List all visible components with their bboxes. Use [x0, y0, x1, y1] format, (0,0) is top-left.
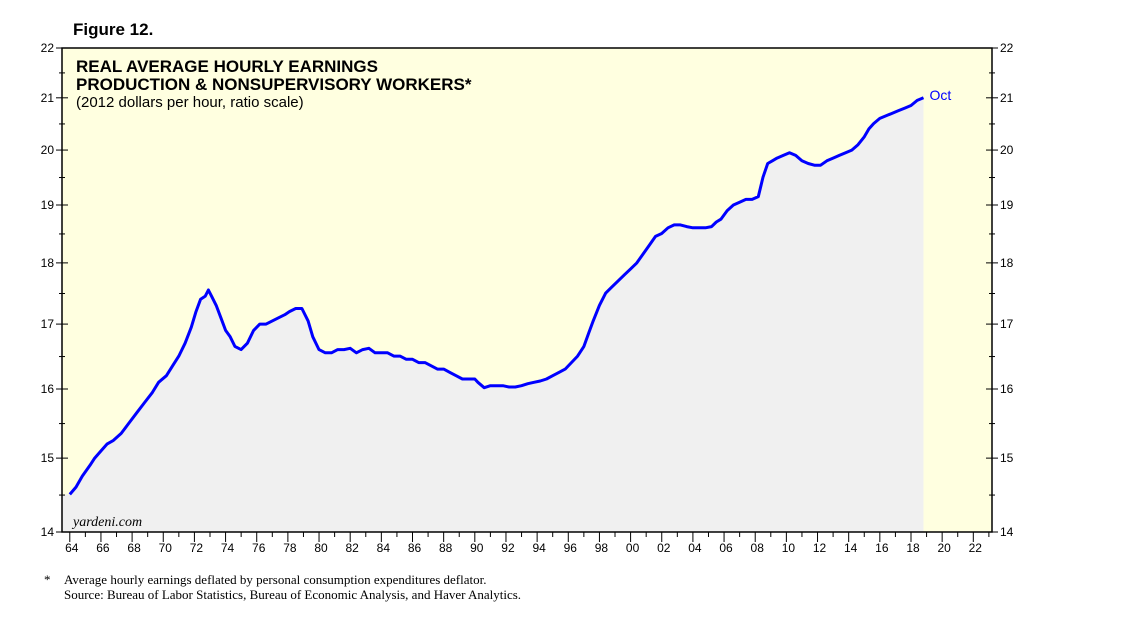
label-layer: REAL AVERAGE HOURLY EARNINGS PRODUCTION …: [71, 57, 951, 530]
y-tick-label-left: 19: [41, 198, 55, 212]
x-tick-label: 70: [159, 541, 173, 555]
y-tick-label-right: 18: [1000, 256, 1014, 270]
x-tick-label: 02: [657, 541, 671, 555]
series-line-layer: [68, 96, 925, 496]
footnote-source: Source: Bureau of Labor Statistics, Bure…: [64, 587, 522, 602]
series-end-label: Oct: [930, 87, 952, 103]
footnote-definition: Average hourly earnings deflated by pers…: [64, 572, 487, 587]
series-line: [68, 96, 925, 496]
x-tick-label: 76: [252, 541, 266, 555]
y-tick-label-left: 18: [41, 256, 55, 270]
x-tick-label: 10: [782, 541, 796, 555]
area-layer: [62, 48, 924, 532]
x-tick-label: 96: [564, 541, 578, 555]
x-tick-label: 64: [65, 541, 79, 555]
y-tick-label-left: 22: [41, 41, 55, 55]
x-tick-label: 84: [377, 541, 391, 555]
x-tick-label: 72: [190, 541, 204, 555]
x-tick-label: 04: [688, 541, 702, 555]
x-tick-label: 18: [906, 541, 920, 555]
x-tick-label: 20: [937, 541, 951, 555]
chart-title-line-2: PRODUCTION & NONSUPERVISORY WORKERS*: [76, 75, 472, 94]
plot-frame: [61, 47, 993, 533]
y-tick-label-right: 15: [1000, 451, 1014, 465]
x-tick-label: 78: [283, 541, 297, 555]
y-tick-label-right: 17: [1000, 317, 1014, 331]
y-tick-label-left: 16: [41, 382, 55, 396]
frame-layer: [61, 47, 993, 533]
x-tick-label: 90: [470, 541, 484, 555]
y-tick-label-left: 17: [41, 317, 55, 331]
y-tick-label-right: 21: [1000, 91, 1014, 105]
x-tick-label: 22: [969, 541, 983, 555]
above-line-fill: [62, 48, 924, 495]
x-tick-label: 86: [408, 541, 422, 555]
watermark: yardeni.com: [71, 515, 142, 530]
chart-subtitle: (2012 dollars per hour, ratio scale): [76, 94, 304, 111]
y-tick-label-right: 20: [1000, 143, 1014, 157]
y-tick-label-right: 14: [1000, 525, 1014, 539]
x-tick-label: 00: [626, 541, 640, 555]
x-tick-label: 68: [127, 541, 141, 555]
y-tick-label-left: 21: [41, 91, 55, 105]
y-tick-label-right: 22: [1000, 41, 1014, 55]
x-tick-label: 80: [314, 541, 328, 555]
x-tick-label: 74: [221, 541, 235, 555]
x-tick-label: 66: [96, 541, 110, 555]
x-tick-label: 14: [844, 541, 858, 555]
y-tick-label-left: 14: [41, 525, 55, 539]
x-tick-label: 06: [719, 541, 733, 555]
x-tick-label: 88: [439, 541, 453, 555]
x-tick-label: 82: [346, 541, 360, 555]
tick-layer: 14 14 15 15 16 16 17 17 18 18 19 19 20 20 21 21 22 22 64 66…: [41, 41, 1014, 555]
footnote: * Average hourly earnings deflated by per…: [44, 572, 521, 602]
y-tick-label-right: 19: [1000, 198, 1014, 212]
x-tick-label: 94: [532, 541, 546, 555]
chart-title-line-1: REAL AVERAGE HOURLY EARNINGS: [76, 57, 378, 76]
y-tick-label-left: 20: [41, 143, 55, 157]
figure-label: Figure 12.: [73, 20, 154, 39]
y-tick-label-right: 16: [1000, 382, 1014, 396]
x-tick-label: 92: [501, 541, 515, 555]
footnote-asterisk: *: [44, 572, 51, 587]
x-tick-label: 98: [595, 541, 609, 555]
x-tick-label: 12: [813, 541, 827, 555]
footnote-line-1: * Average hourly earnings deflated by per…: [44, 572, 521, 587]
y-tick-label-left: 15: [41, 451, 55, 465]
x-tick-label: 08: [751, 541, 765, 555]
x-tick-label: 16: [875, 541, 889, 555]
